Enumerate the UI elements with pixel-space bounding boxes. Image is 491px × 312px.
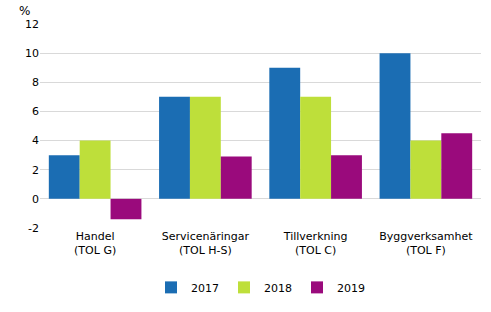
svg-text:Handel(TOL G): Handel(TOL G): [74, 230, 116, 257]
svg-text:2018: 2018: [264, 282, 292, 295]
svg-text:Servicenäringar(TOL H-S): Servicenäringar(TOL H-S): [162, 230, 250, 257]
svg-text:Tillverkning(TOL C): Tillverkning(TOL C): [283, 230, 348, 257]
svg-text:2019: 2019: [337, 282, 365, 295]
svg-text:4: 4: [32, 134, 39, 147]
svg-text:6: 6: [32, 105, 39, 118]
svg-text:-2: -2: [28, 222, 39, 235]
svg-text:%: %: [19, 4, 30, 18]
svg-text:12: 12: [25, 18, 39, 31]
svg-text:Byggverksamhet(TOL F): Byggverksamhet(TOL F): [379, 230, 473, 257]
svg-text:2: 2: [32, 164, 39, 177]
svg-text:8: 8: [32, 76, 39, 89]
svg-text:2017: 2017: [191, 282, 219, 295]
svg-text:0: 0: [32, 193, 39, 206]
svg-text:10: 10: [25, 47, 39, 60]
